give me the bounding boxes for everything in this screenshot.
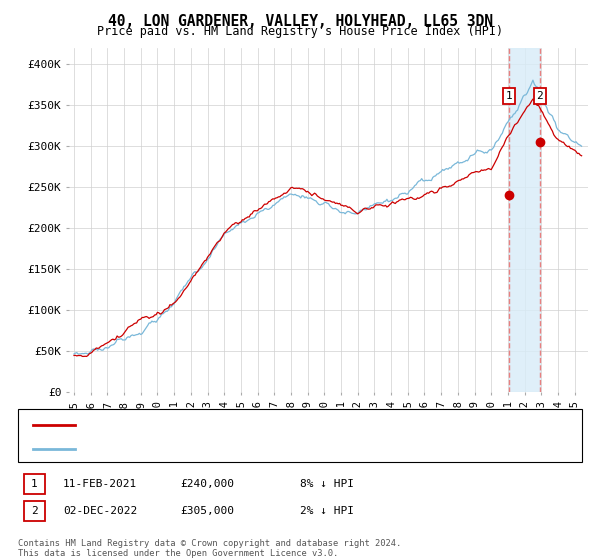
Text: 2: 2 <box>31 506 38 516</box>
Text: 8% ↓ HPI: 8% ↓ HPI <box>300 479 354 489</box>
Text: 1: 1 <box>506 91 512 101</box>
Text: Price paid vs. HM Land Registry's House Price Index (HPI): Price paid vs. HM Land Registry's House … <box>97 25 503 38</box>
Text: 02-DEC-2022: 02-DEC-2022 <box>63 506 137 516</box>
Text: 11-FEB-2021: 11-FEB-2021 <box>63 479 137 489</box>
Bar <box>509 48 540 392</box>
Text: £240,000: £240,000 <box>180 479 234 489</box>
Text: HPI: Average price, detached house, Isle of Anglesey: HPI: Average price, detached house, Isle… <box>84 444 409 454</box>
Text: 40, LON GARDENER, VALLEY, HOLYHEAD, LL65 3DN (detached house): 40, LON GARDENER, VALLEY, HOLYHEAD, LL65… <box>84 420 465 430</box>
Text: 2: 2 <box>536 91 544 101</box>
Text: 40, LON GARDENER, VALLEY, HOLYHEAD, LL65 3DN: 40, LON GARDENER, VALLEY, HOLYHEAD, LL65… <box>107 14 493 29</box>
Text: 1: 1 <box>31 479 38 489</box>
Text: 2% ↓ HPI: 2% ↓ HPI <box>300 506 354 516</box>
Text: Contains HM Land Registry data © Crown copyright and database right 2024.
This d: Contains HM Land Registry data © Crown c… <box>18 539 401 558</box>
Text: £305,000: £305,000 <box>180 506 234 516</box>
